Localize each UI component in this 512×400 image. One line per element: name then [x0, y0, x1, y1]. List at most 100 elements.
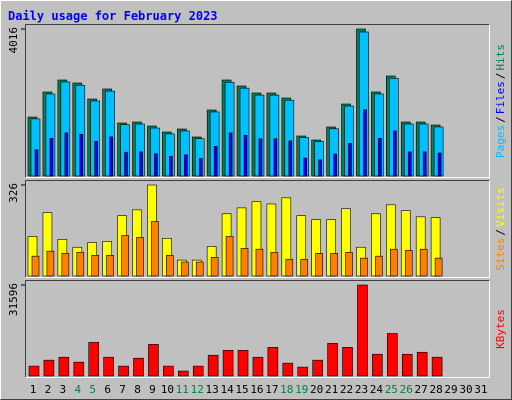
x-tick-label: 24 — [370, 383, 384, 396]
bar — [342, 347, 353, 377]
panel-border-light — [25, 280, 490, 378]
bar — [192, 365, 204, 377]
bar — [118, 365, 129, 377]
bar — [49, 137, 54, 177]
x-tick-label: 4 — [74, 383, 81, 396]
x-tick-label: 14 — [220, 383, 234, 396]
bar — [181, 261, 189, 277]
panel-border-dark — [25, 180, 490, 278]
bar — [357, 284, 368, 377]
x-tick-label: 6 — [104, 383, 111, 396]
bar — [434, 257, 443, 277]
y-tick-label: 4016 — [7, 27, 20, 54]
bar — [258, 138, 263, 177]
bar — [300, 258, 309, 277]
bar — [255, 248, 264, 277]
legend: KBytes — [494, 309, 507, 349]
bar — [79, 133, 84, 177]
x-tick-label: 2 — [45, 383, 52, 396]
legend-separator: / — [494, 73, 507, 80]
bar — [282, 362, 294, 377]
x-tick-label: 17 — [265, 383, 278, 396]
bar — [106, 255, 114, 277]
bar — [139, 151, 143, 177]
bar — [148, 344, 159, 377]
bar — [303, 157, 308, 177]
bar — [267, 347, 279, 377]
bar — [252, 356, 264, 377]
x-tick-label: 15 — [235, 383, 248, 396]
x-tick-label: 1 — [30, 383, 37, 396]
bar — [109, 136, 113, 177]
bar — [213, 146, 218, 177]
bar — [133, 357, 144, 377]
bar — [318, 159, 322, 177]
x-tick-label: 22 — [340, 383, 353, 396]
legend-entry: Files — [494, 81, 507, 114]
panel-border-dark — [25, 24, 490, 178]
bar — [198, 158, 203, 177]
x-tick-label: 30 — [459, 383, 472, 396]
x-tick-label: 23 — [355, 383, 368, 396]
x-tick-label: 26 — [400, 383, 413, 396]
legend-separator: / — [494, 229, 507, 236]
bar — [240, 248, 249, 277]
x-tick-label: 7 — [119, 383, 126, 396]
bar — [124, 151, 128, 177]
bar — [195, 261, 204, 277]
panel-border-light — [25, 180, 490, 278]
bar — [327, 343, 338, 377]
x-tick-label: 11 — [176, 383, 189, 396]
bar — [237, 349, 249, 377]
bar — [437, 152, 442, 177]
x-tick-label: 20 — [310, 383, 323, 396]
bar — [288, 140, 293, 177]
bar — [270, 251, 279, 277]
bar — [225, 236, 234, 277]
bar — [151, 221, 159, 277]
x-tick-label: 5 — [89, 383, 96, 396]
bar — [401, 353, 413, 377]
bar — [375, 255, 383, 277]
x-tick-label: 27 — [415, 383, 428, 396]
bar — [315, 253, 323, 277]
bar — [390, 248, 398, 277]
bar — [222, 349, 234, 377]
x-tick-label: 16 — [250, 383, 263, 396]
bar — [184, 154, 188, 177]
y-tick-label: 31596 — [7, 283, 20, 316]
bar — [416, 351, 428, 377]
bar — [91, 255, 100, 277]
x-tick-label: 25 — [385, 383, 398, 396]
bar — [228, 132, 233, 177]
x-tick-label: 13 — [206, 383, 219, 396]
bar — [207, 354, 219, 377]
legend-separator: / — [494, 116, 507, 123]
bar — [297, 366, 309, 377]
x-tick-label: 19 — [295, 383, 308, 396]
bar — [34, 149, 39, 177]
bar — [348, 143, 352, 177]
bar — [387, 333, 398, 377]
legend-entry: Visits — [494, 187, 507, 227]
bar — [378, 137, 382, 177]
x-tick-label: 18 — [280, 383, 293, 396]
bar — [64, 132, 69, 177]
x-tick-label: 9 — [149, 383, 156, 396]
x-tick-label: 8 — [134, 383, 141, 396]
x-tick-label: 12 — [191, 383, 204, 396]
bar — [363, 109, 367, 177]
bar — [312, 359, 323, 377]
bar — [419, 248, 428, 277]
legend: Sites / Visits — [494, 187, 507, 271]
bar — [431, 356, 443, 377]
bar — [94, 140, 99, 177]
bar — [103, 356, 114, 377]
x-tick-label: 21 — [325, 383, 338, 396]
bar — [407, 151, 412, 177]
bar — [76, 251, 85, 277]
bar — [121, 235, 129, 277]
x-tick-label: 29 — [444, 383, 457, 396]
